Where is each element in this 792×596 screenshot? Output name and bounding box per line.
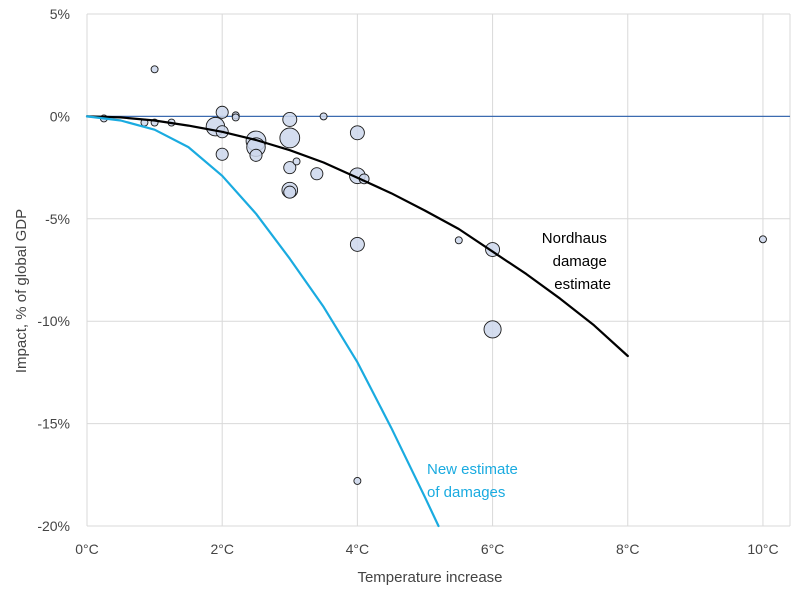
annotation-nordhaus-line-2: damage [553,253,607,270]
bubble-point-13 [249,148,263,162]
y-tick-label-0: 5% [50,6,70,22]
x-tick-label-1: 2°C [210,541,234,557]
bubble-point-25 [349,236,365,252]
y-tick-label-4: -15% [37,416,70,432]
annotation-nordhaus-line-1: Nordhaus [542,230,607,247]
y-tick-label-2: -5% [45,211,70,227]
bubble-point-8 [215,147,229,161]
bubble-point-29 [483,320,502,339]
annotation-new-estimate-line-1: New estimate [427,461,518,478]
bubble-point-21 [319,112,328,121]
bubble-point-2 [150,65,159,74]
annotation-nordhaus: Nordhaus damage estimate [542,230,611,293]
y-tick-labels: 5% 0% -5% -10% -15% -20% [37,6,70,534]
bubble-point-26 [353,476,362,485]
bubble-point-22 [349,125,365,141]
y-axis-title: Impact, % of global GDP [13,209,30,373]
x-tick-label-3: 6°C [481,541,505,557]
x-tick-labels: 0°C 2°C 4°C 6°C 8°C 10°C [75,541,778,557]
line-series-1 [85,115,440,528]
bubble-point-20 [310,167,324,181]
y-tick-label-3: -10% [37,313,70,329]
line-series [85,115,629,528]
annotation-new-estimate: New estimate of damages [427,461,522,501]
x-tick-label-4: 8°C [616,541,640,557]
bubble-point-14 [282,112,298,127]
x-tick-label-0: 0°C [75,541,99,557]
x-tick-label-2: 4°C [346,541,370,557]
bubble-point-17 [292,157,301,166]
bubble-point-5 [215,105,229,119]
line-series-0 [85,115,629,358]
x-axis-title: Temperature increase [357,569,502,586]
annotation-new-estimate-line-2: of damages [427,484,505,501]
bubble-point-16 [283,161,297,175]
y-tick-label-5: -20% [37,518,70,534]
bubble-point-27 [454,236,463,245]
bubble-point-15 [279,127,301,149]
bubble-point-30 [759,235,767,244]
x-tick-label-5: 10°C [747,541,778,557]
bubble-point-10 [231,113,240,122]
annotation-nordhaus-line-3: estimate [554,276,611,293]
bubble-point-19 [283,185,297,199]
grid [86,13,791,527]
y-tick-label-1: 0% [50,108,70,124]
